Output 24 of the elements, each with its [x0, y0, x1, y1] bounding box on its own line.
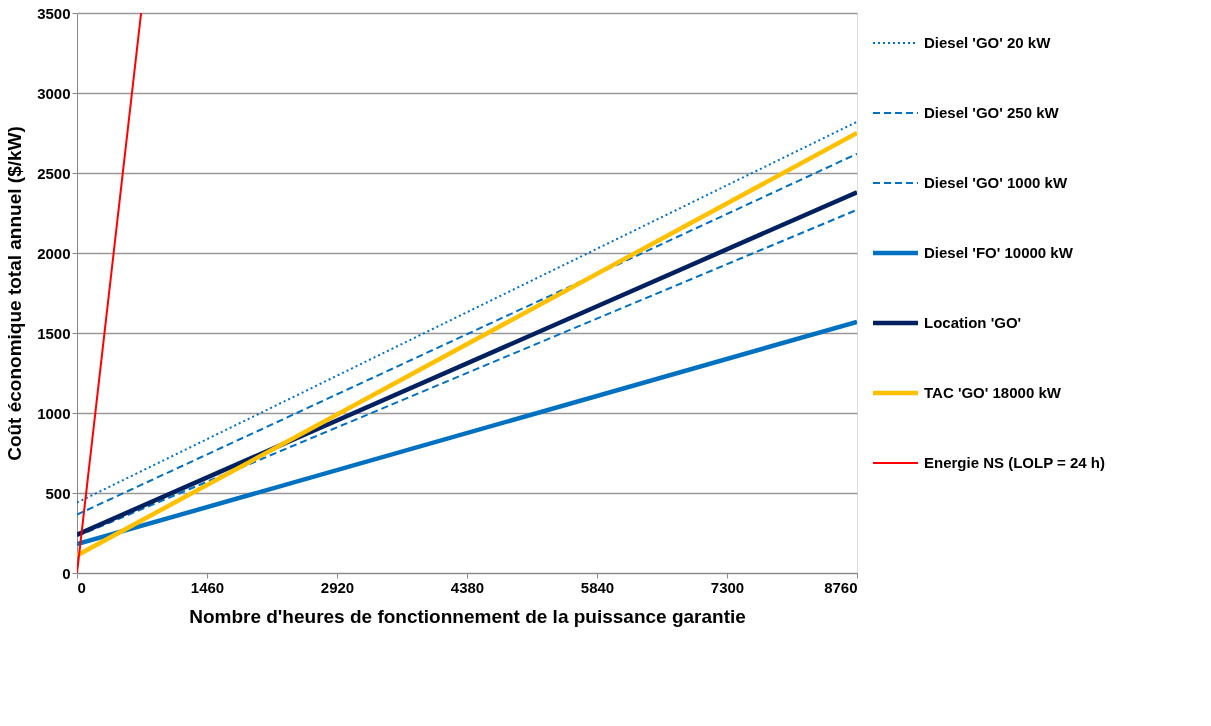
legend-label: Diesel 'GO' 20 kW: [924, 34, 1052, 51]
x-tick-label: 8760: [824, 578, 858, 596]
y-tick-label: 1500: [37, 324, 71, 342]
x-tick-label: 4380: [450, 578, 485, 596]
x-axis-title: Nombre d'heures de fonctionnement de la puissance garantie: [189, 605, 746, 627]
x-tick-label: 1460: [190, 578, 225, 596]
legend-label: Diesel 'GO' 1000 kW: [924, 174, 1068, 191]
x-tick-label: 0: [77, 578, 86, 596]
x-tick-label: 5840: [580, 578, 615, 596]
legend-label: Diesel 'GO' 250 kW: [924, 104, 1060, 121]
y-tick-label: 0: [62, 564, 71, 582]
legend-label: Diesel 'FO' 10000 kW: [924, 244, 1074, 261]
y-tick-label: 2500: [37, 164, 71, 182]
legend-label: Energie NS (LOLP = 24 h): [924, 454, 1106, 471]
y-axis-title: Coût économique total annuel ($/kW): [4, 126, 26, 461]
y-tick-label: 500: [45, 484, 71, 502]
y-tick-label: 2000: [37, 244, 71, 262]
y-tick-label: 1000: [37, 404, 71, 422]
legend-label: Location 'GO': [924, 314, 1022, 331]
y-tick-label: 3000: [37, 84, 71, 102]
x-tick-label: 7300: [710, 578, 745, 596]
x-tick-label: 2920: [320, 578, 355, 596]
legend-label: TAC 'GO' 18000 kW: [924, 384, 1062, 401]
y-tick-label: 3500: [37, 4, 71, 22]
